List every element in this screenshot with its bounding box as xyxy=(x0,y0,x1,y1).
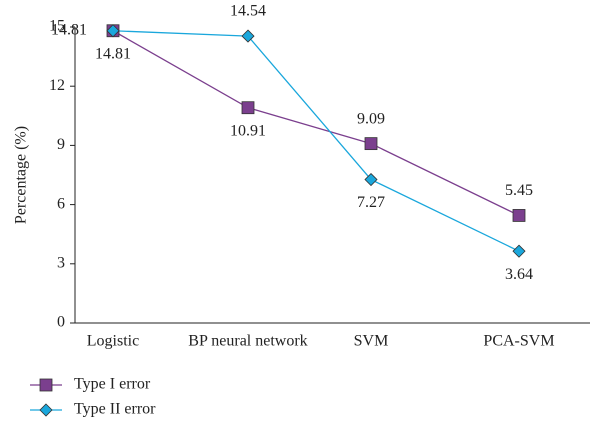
marker xyxy=(39,403,53,417)
marker xyxy=(241,101,255,115)
y-tick-label: 9 xyxy=(57,136,65,153)
data-label: 14.54 xyxy=(230,3,266,20)
data-label: 3.64 xyxy=(505,266,533,283)
data-label: 10.91 xyxy=(230,122,266,139)
x-tick-label: SVM xyxy=(354,333,389,350)
series-line xyxy=(112,30,520,252)
marker xyxy=(364,172,378,187)
marker xyxy=(241,29,255,43)
x-tick-label: Logistic xyxy=(87,333,139,350)
marker xyxy=(364,137,378,151)
marker xyxy=(512,244,526,258)
legend-label: Type I error xyxy=(74,376,151,393)
marker xyxy=(39,378,53,392)
legend-label: Type II error xyxy=(74,401,156,418)
y-tick-label: 0 xyxy=(57,314,65,331)
data-label: 14.81 xyxy=(95,45,131,62)
y-tick-label: 6 xyxy=(57,195,65,212)
marker xyxy=(512,209,526,222)
y-tick-label: 12 xyxy=(49,77,65,94)
data-label: 9.09 xyxy=(357,110,385,127)
data-label: 7.27 xyxy=(357,194,385,211)
y-tick-label: 15 xyxy=(49,18,65,35)
data-label: 14.81 xyxy=(51,21,87,38)
marker xyxy=(106,24,120,38)
y-axis-label: Percentage (%) xyxy=(13,126,30,224)
x-tick-label: BP neural network xyxy=(188,333,307,350)
y-tick-label: 3 xyxy=(57,254,65,271)
data-label: 5.45 xyxy=(505,182,533,199)
x-tick-label: PCA-SVM xyxy=(483,333,554,350)
series-line xyxy=(112,30,520,217)
